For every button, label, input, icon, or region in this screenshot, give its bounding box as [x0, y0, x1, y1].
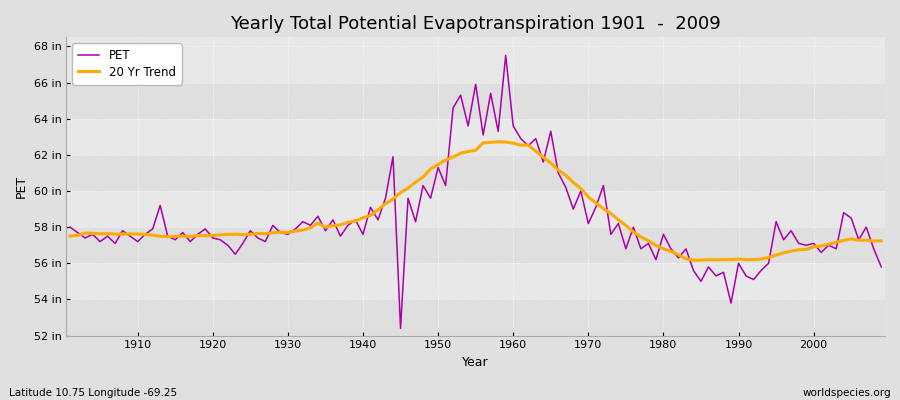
PET — [523, 143, 534, 148]
X-axis label: Year: Year — [463, 356, 489, 369]
Bar — [67, 119, 885, 155]
PET — [876, 264, 886, 269]
PET — [613, 221, 624, 226]
20 Yr Trend — [493, 139, 504, 144]
Line: PET: PET — [70, 56, 881, 328]
20 Yr Trend — [125, 232, 136, 236]
PET — [516, 136, 526, 141]
20 Yr Trend — [606, 211, 616, 216]
20 Yr Trend — [290, 229, 301, 234]
Bar — [67, 300, 885, 336]
20 Yr Trend — [335, 222, 346, 227]
Bar — [67, 46, 885, 82]
20 Yr Trend — [516, 143, 526, 148]
PET — [395, 326, 406, 331]
PET — [500, 53, 511, 58]
Bar — [67, 155, 885, 191]
Legend: PET, 20 Yr Trend: PET, 20 Yr Trend — [72, 43, 182, 84]
Bar — [67, 191, 885, 227]
Line: 20 Yr Trend: 20 Yr Trend — [70, 142, 881, 260]
PET — [335, 234, 346, 238]
PET — [65, 225, 76, 230]
Bar — [67, 227, 885, 263]
PET — [125, 234, 136, 238]
20 Yr Trend — [65, 234, 76, 238]
Y-axis label: PET: PET — [15, 175, 28, 198]
Title: Yearly Total Potential Evapotranspiration 1901  -  2009: Yearly Total Potential Evapotranspiratio… — [230, 15, 721, 33]
Text: worldspecies.org: worldspecies.org — [803, 388, 891, 398]
20 Yr Trend — [876, 238, 886, 243]
PET — [290, 226, 301, 231]
Bar — [67, 263, 885, 300]
20 Yr Trend — [508, 141, 518, 146]
20 Yr Trend — [688, 258, 699, 262]
Text: Latitude 10.75 Longitude -69.25: Latitude 10.75 Longitude -69.25 — [9, 388, 177, 398]
Bar — [67, 82, 885, 119]
